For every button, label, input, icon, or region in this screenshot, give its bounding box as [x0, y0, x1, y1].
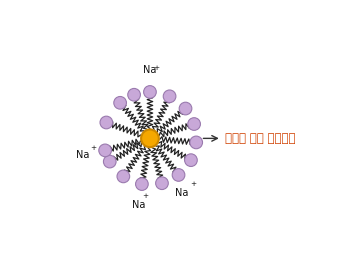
Text: +: +: [90, 145, 96, 151]
Circle shape: [188, 118, 200, 130]
Circle shape: [103, 155, 116, 168]
Circle shape: [114, 96, 127, 109]
Circle shape: [156, 177, 168, 190]
Text: Na: Na: [132, 200, 146, 210]
Circle shape: [135, 178, 148, 190]
Circle shape: [117, 170, 130, 183]
Circle shape: [179, 102, 192, 115]
Text: +: +: [190, 181, 196, 187]
Circle shape: [163, 90, 176, 103]
Text: तेल की बूँद: तेल की बूँद: [225, 132, 295, 145]
Circle shape: [141, 130, 159, 147]
Text: Na: Na: [143, 65, 157, 76]
Circle shape: [172, 169, 185, 181]
Circle shape: [128, 89, 141, 101]
Circle shape: [99, 144, 111, 157]
Text: Na: Na: [76, 150, 89, 160]
Circle shape: [144, 85, 156, 98]
Circle shape: [100, 116, 113, 129]
Text: Na: Na: [175, 188, 189, 198]
Text: +: +: [142, 193, 148, 199]
Circle shape: [190, 136, 202, 149]
Circle shape: [185, 154, 197, 167]
Text: +: +: [153, 65, 159, 71]
